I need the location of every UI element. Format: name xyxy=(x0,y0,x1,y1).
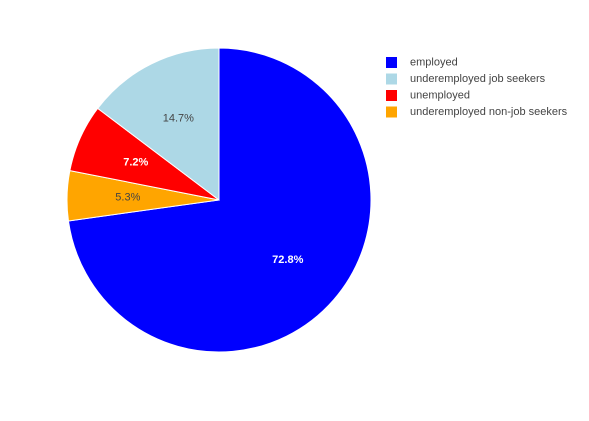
pie-slice xyxy=(97,47,220,202)
legend-swatch[interactable] xyxy=(386,57,397,68)
slice-label: 72.8% xyxy=(272,254,303,266)
slice-label: 7.2% xyxy=(123,157,148,169)
slice-label: 5.3% xyxy=(115,191,140,203)
legend-label[interactable]: unemployed xyxy=(410,89,470,101)
legend-label[interactable]: underemployed non-job seekers xyxy=(410,106,568,118)
slice-label: 14.7% xyxy=(163,112,194,124)
pie-slice xyxy=(67,47,372,353)
legend: employed underemployed job seekers unemplo… xyxy=(386,56,568,118)
legend-swatch[interactable] xyxy=(386,73,397,85)
legend-label[interactable]: employed xyxy=(410,56,458,68)
legend-label[interactable]: underemployed job seekers xyxy=(410,73,546,85)
legend-swatch[interactable] xyxy=(386,90,397,101)
pie: 72.8% 5.3% 7.2% 14.7% xyxy=(66,47,372,353)
legend-swatch[interactable] xyxy=(386,106,397,118)
